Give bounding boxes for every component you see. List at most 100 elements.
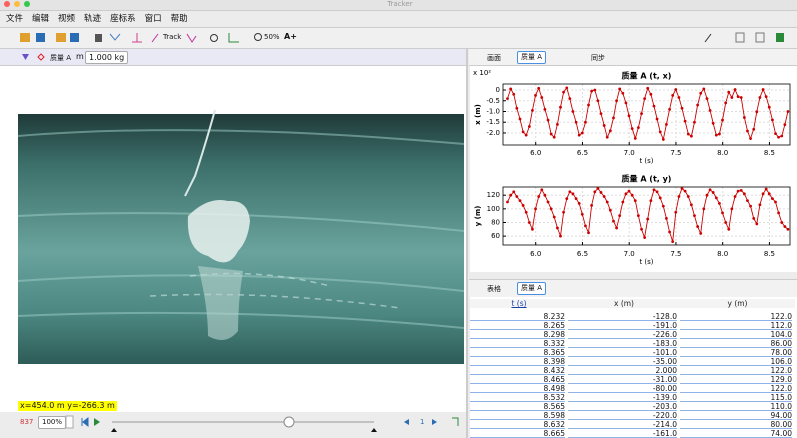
data-point xyxy=(752,127,756,131)
data-point xyxy=(565,197,569,201)
data-point xyxy=(552,135,556,139)
table-cell: 8.532 xyxy=(470,393,565,402)
data-point xyxy=(574,120,578,124)
x-tick-label: 8.0 xyxy=(717,250,728,258)
data-point xyxy=(696,103,700,107)
x-tick-label: 8.5 xyxy=(764,149,775,157)
data-point xyxy=(764,95,768,99)
data-point xyxy=(658,130,662,134)
data-point xyxy=(506,97,509,101)
data-point xyxy=(521,130,525,134)
data-point xyxy=(524,210,528,214)
track-control: 质量 A m 1.000 kg xyxy=(0,49,466,66)
data-point xyxy=(640,112,643,116)
data-point xyxy=(699,91,703,95)
data-point xyxy=(711,121,715,125)
data-point xyxy=(746,129,749,133)
table-cell: -101.0 xyxy=(568,348,677,357)
data-point xyxy=(764,187,768,191)
data-point xyxy=(515,195,519,198)
menu-item[interactable]: 轨迹 xyxy=(84,14,102,24)
data-point xyxy=(596,99,600,103)
plot-track-select[interactable]: 质量 A xyxy=(517,51,547,64)
data-point xyxy=(677,96,681,99)
font-button[interactable]: A+ xyxy=(284,32,297,41)
mass-label: m xyxy=(76,52,84,61)
data-point xyxy=(771,118,774,122)
data-point xyxy=(512,92,516,96)
menu-item[interactable]: 文件 xyxy=(6,14,24,24)
table-cell: -214.0 xyxy=(568,420,677,429)
x-tick-label: 7.0 xyxy=(624,250,635,258)
player-buttons[interactable] xyxy=(64,412,464,438)
menu-item[interactable]: 视频 xyxy=(58,14,76,24)
menu-item[interactable]: 窗口 xyxy=(144,14,162,24)
data-point xyxy=(708,109,712,112)
table-cell: 8.298 xyxy=(470,330,565,339)
data-point xyxy=(599,191,603,194)
data-point xyxy=(527,125,531,128)
column-header: x (m) xyxy=(568,299,680,308)
data-point xyxy=(549,207,553,211)
data-point xyxy=(742,192,746,196)
zoom-button[interactable]: 50% xyxy=(264,33,280,41)
y-tick-label: 120 xyxy=(487,191,500,199)
data-point xyxy=(749,137,752,140)
data-point xyxy=(674,210,678,214)
sync-checkbox[interactable]: 同步 xyxy=(591,54,605,62)
table-toolbar: 表格 质量 A xyxy=(469,279,797,297)
table-cell: -226.0 xyxy=(568,330,677,339)
table-cell: -80.00 xyxy=(568,384,677,393)
data-point xyxy=(649,199,653,203)
data-point xyxy=(761,88,765,91)
data-point xyxy=(590,204,594,207)
table-cell: 104.0 xyxy=(680,330,792,339)
table-track-select[interactable]: 质量 A xyxy=(517,282,547,295)
plot-frame xyxy=(502,83,791,146)
data-point xyxy=(724,101,728,105)
menu-item[interactable]: 编辑 xyxy=(32,14,50,24)
table-cell: 129.0 xyxy=(680,375,792,384)
data-point xyxy=(624,192,628,196)
data-point xyxy=(736,95,740,99)
window-buttons[interactable] xyxy=(2,0,42,10)
data-point xyxy=(718,201,721,205)
data-point xyxy=(531,227,534,231)
table-cell: 8.665 xyxy=(470,429,565,438)
data-point xyxy=(780,221,784,224)
table-cell: 94.00 xyxy=(680,411,792,420)
menu-item[interactable]: 帮助 xyxy=(170,14,188,24)
data-point xyxy=(518,199,522,203)
data-point xyxy=(534,207,537,211)
plot-view-button[interactable]: 画面 xyxy=(487,54,501,62)
y-tick-label: 60 xyxy=(491,232,500,240)
table-cell: 86.00 xyxy=(680,339,792,348)
menu-item[interactable]: 座标系 xyxy=(110,14,136,24)
data-point xyxy=(512,190,516,194)
data-point xyxy=(565,86,569,90)
data-point xyxy=(584,120,587,124)
plot-toolbar: 画面 质量 A 同步 xyxy=(469,49,797,66)
track-name[interactable]: 质量 A xyxy=(50,54,72,62)
table-cell: 2.000 xyxy=(568,366,677,375)
table-view-button[interactable]: 表格 xyxy=(487,285,501,293)
step-size[interactable]: 1 xyxy=(420,418,425,426)
mass-input[interactable]: 1.000 kg xyxy=(85,51,129,64)
data-point xyxy=(587,103,590,107)
data-point xyxy=(633,136,637,140)
data-point xyxy=(661,204,665,208)
toolbar: Track 50% A+ xyxy=(0,27,797,49)
data-point xyxy=(677,195,681,198)
data-point xyxy=(668,230,671,234)
x-tick-label: 8.0 xyxy=(717,149,728,157)
y-scale-label: x 10² xyxy=(473,69,491,77)
table-cell: 122.0 xyxy=(680,312,792,321)
data-point xyxy=(571,192,575,196)
data-point xyxy=(777,135,780,139)
track-button[interactable]: Track xyxy=(163,33,182,41)
table-cell: -128.0 xyxy=(568,312,677,321)
data-point xyxy=(683,189,687,193)
track-icons[interactable] xyxy=(0,49,50,65)
data-point xyxy=(643,97,647,101)
